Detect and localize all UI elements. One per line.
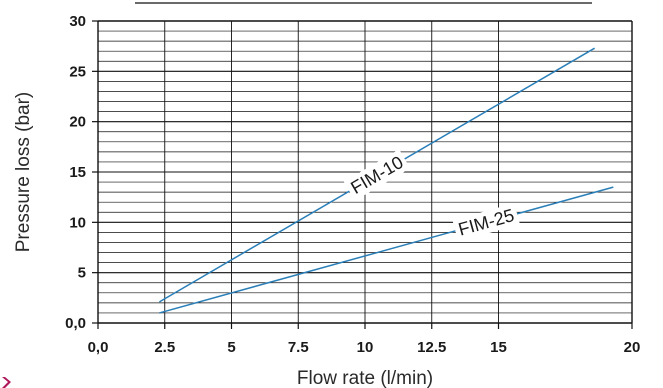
x-tick-label: 15 bbox=[490, 339, 507, 356]
series-label-bg bbox=[452, 203, 520, 242]
series-label: FIM-25 bbox=[456, 205, 516, 240]
x-tick-label: 10 bbox=[357, 339, 374, 356]
x-axis-label: Flow rate (l/min) bbox=[297, 368, 433, 388]
y-tick-label: 20 bbox=[69, 114, 86, 131]
y-tick-label: 15 bbox=[69, 164, 86, 181]
y-tick-label: 10 bbox=[69, 214, 86, 231]
y-tick-label: 30 bbox=[69, 13, 86, 30]
y-tick-label: 0,0 bbox=[65, 315, 86, 332]
series-label-bg bbox=[343, 149, 411, 201]
x-tick-label: 0,0 bbox=[88, 339, 109, 356]
series-line bbox=[159, 186, 614, 314]
y-axis-label: Pressure loss (bar) bbox=[13, 92, 34, 253]
x-tick-label: 20 bbox=[624, 339, 641, 356]
x-tick-label: 12.5 bbox=[417, 339, 446, 356]
accent-chevron-icon bbox=[2, 377, 11, 388]
x-tick-label: 7.5 bbox=[288, 339, 309, 356]
x-tick-label: 2.5 bbox=[154, 339, 175, 356]
y-tick-label: 25 bbox=[69, 63, 86, 80]
x-tick-label: 5 bbox=[227, 339, 235, 356]
y-tick-label: 5 bbox=[78, 265, 86, 282]
